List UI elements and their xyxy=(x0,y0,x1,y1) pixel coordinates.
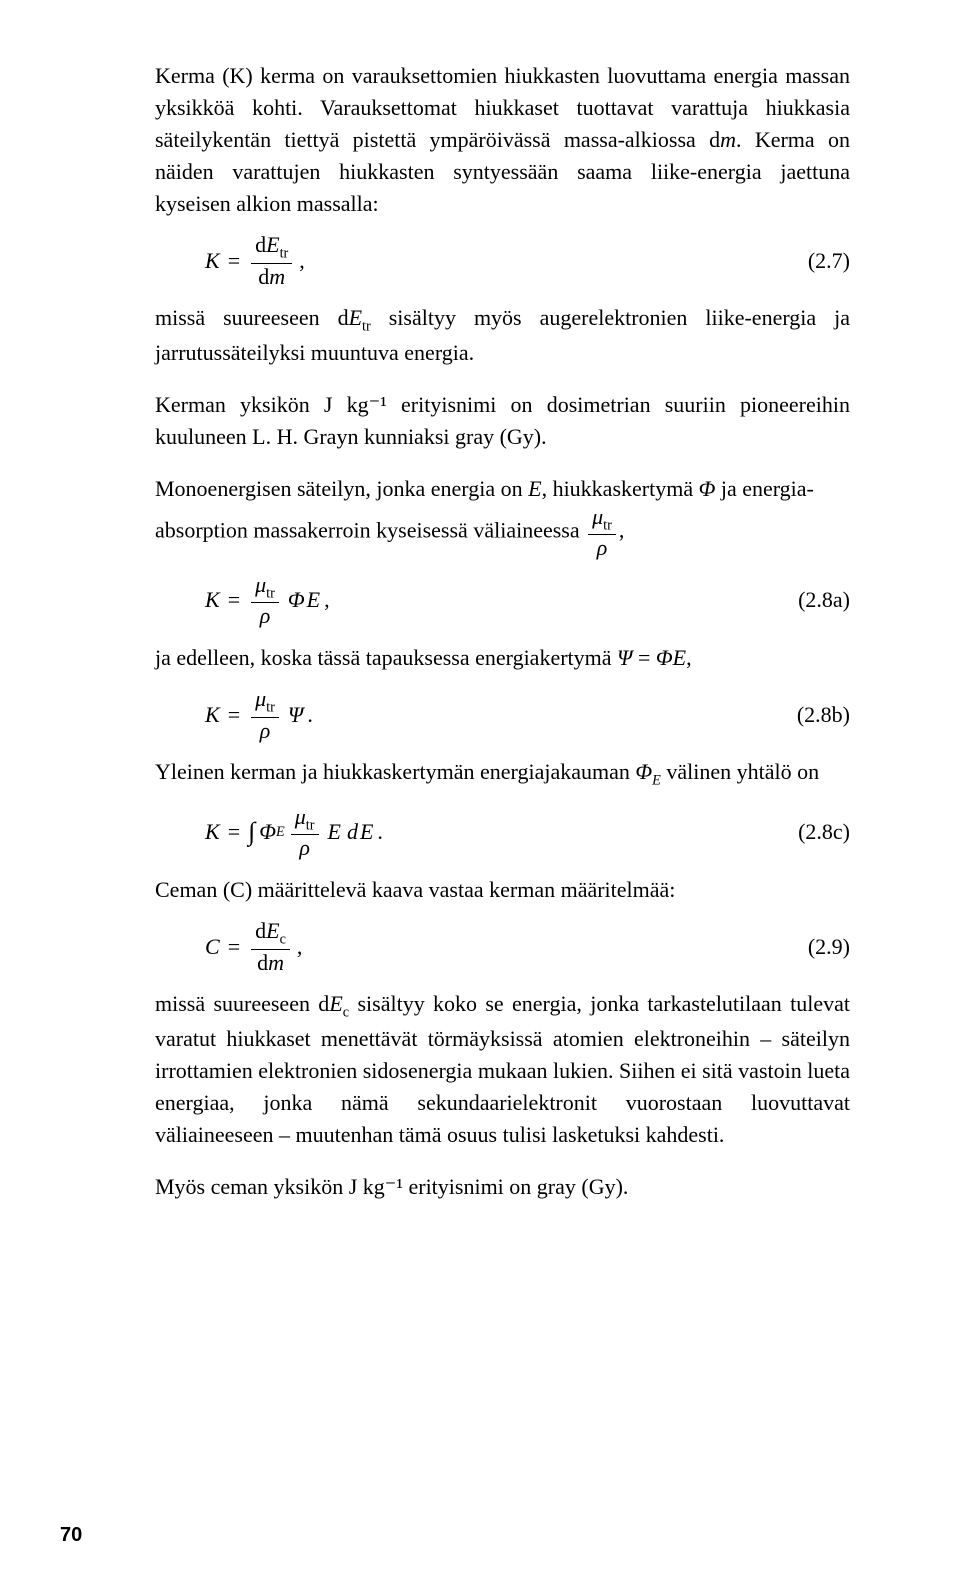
rho: ρ xyxy=(256,718,275,742)
para-yleinen: Yleinen kerman ja hiukkaskertymän energi… xyxy=(155,756,850,791)
eq-body: K = ∫ ΦE μtr ρ E d E . xyxy=(155,805,798,859)
Psi: Ψ xyxy=(617,645,632,670)
mu: μ xyxy=(592,504,603,529)
Phi: Φ xyxy=(699,476,716,501)
rho: ρ xyxy=(593,535,612,559)
eq: = xyxy=(633,645,656,670)
eq-label: (2.7) xyxy=(808,248,850,274)
Phi: Φ xyxy=(656,645,673,670)
E: E xyxy=(349,305,362,330)
eq: = xyxy=(228,587,240,613)
eq-label: (2.9) xyxy=(808,934,850,960)
eq-label: (2.8c) xyxy=(798,819,850,845)
d: d xyxy=(255,232,266,257)
text: Monoenergisen säteilyn, jonka energia on xyxy=(155,476,528,501)
rho: ρ xyxy=(256,603,275,627)
eq: = xyxy=(228,934,240,960)
E: E xyxy=(328,819,341,845)
page-number: 70 xyxy=(60,1524,82,1547)
d: d xyxy=(258,264,269,289)
lhs: K xyxy=(205,702,220,728)
para-dec: missä suureeseen dEc sisältyy koko se en… xyxy=(155,988,850,1151)
m: m xyxy=(269,264,285,289)
para-kerma-intro: Kerma (K) kerma on varauksettomien hiukk… xyxy=(155,60,850,219)
equation-2-9: C = dEc dm , (2.9) xyxy=(155,919,850,973)
lhs: K xyxy=(205,587,220,613)
comma: , xyxy=(324,587,330,613)
Psi: Ψ xyxy=(288,702,303,728)
d: d xyxy=(257,950,268,975)
E: E xyxy=(360,819,373,845)
text: ja edelleen, koska tässä tapauksessa ene… xyxy=(155,645,617,670)
E: E xyxy=(266,918,279,943)
sub: tr xyxy=(362,318,371,334)
E: E xyxy=(528,476,541,501)
frac: dEtr dm xyxy=(251,233,292,287)
d: d xyxy=(347,819,358,845)
eq: = xyxy=(228,819,240,845)
para-mono: Monoenergisen säteilyn, jonka energia on… xyxy=(155,473,850,559)
mu: μ xyxy=(255,572,266,597)
para-psi: ja edelleen, koska tässä tapauksessa ene… xyxy=(155,642,850,674)
Phi: Φ xyxy=(259,819,276,845)
frac: μtr ρ xyxy=(251,687,279,741)
frac: μtr ρ xyxy=(251,573,279,627)
text: Yleinen kerman ja hiukkaskertymän energi… xyxy=(155,759,635,784)
para-gray: Kerman yksikön J kg⁻¹ erityisnimi on dos… xyxy=(155,389,850,453)
equation-2-8c: K = ∫ ΦE μtr ρ E d E . (2.8c) xyxy=(155,805,850,859)
eq-body: C = dEc dm , xyxy=(155,919,808,973)
integral-sign: ∫ xyxy=(248,817,255,847)
sub: tr xyxy=(266,585,275,601)
inline-frac: μtr ρ xyxy=(588,505,616,559)
sub: tr xyxy=(266,700,275,716)
lhs: K xyxy=(205,819,220,845)
mu: μ xyxy=(295,804,306,829)
Phi: Φ xyxy=(288,587,305,613)
d: d xyxy=(255,918,266,943)
para-ceman: Ceman (C) määrittelevä kaava vastaa kerm… xyxy=(155,874,850,906)
sub: c xyxy=(280,932,286,948)
text: , hiukkaskertymä xyxy=(542,476,699,501)
eq: = xyxy=(228,248,240,274)
equation-2-7: K = dEtr dm , (2.7) xyxy=(155,233,850,287)
rho: ρ xyxy=(295,835,314,859)
frac: dEc dm xyxy=(251,919,290,973)
mu: μ xyxy=(255,686,266,711)
eq-body: K = μtr ρ Ψ . xyxy=(155,687,797,741)
comma: , xyxy=(299,248,305,274)
dot: . xyxy=(377,819,383,845)
para-detr: missä suureeseen dEtr sisältyy myös auge… xyxy=(155,302,850,369)
sub: tr xyxy=(280,246,289,262)
lhs: C xyxy=(205,934,220,960)
text: välinen yhtälö on xyxy=(661,759,819,784)
para-myos: Myös ceman yksikön J kg⁻¹ erityisnimi on… xyxy=(155,1171,850,1203)
comma: , xyxy=(686,645,692,670)
eq-label: (2.8a) xyxy=(798,587,850,613)
eq-label: (2.8b) xyxy=(797,702,850,728)
frac: μtr ρ xyxy=(291,805,319,859)
m: m xyxy=(268,950,284,975)
equation-2-8a: K = μtr ρ ΦE , (2.8a) xyxy=(155,573,850,627)
sub: E xyxy=(652,772,661,788)
sub: tr xyxy=(306,817,315,833)
sub: tr xyxy=(603,517,612,533)
Phi: Φ xyxy=(635,759,652,784)
text: missä suureeseen d xyxy=(155,305,349,330)
sub: E xyxy=(276,824,285,841)
eq-body: K = μtr ρ ΦE , xyxy=(155,573,798,627)
E: E xyxy=(307,587,320,613)
E: E xyxy=(329,991,342,1016)
eq-body: K = dEtr dm , xyxy=(155,233,808,287)
text: missä suureeseen d xyxy=(155,991,329,1016)
E: E xyxy=(266,232,279,257)
E: E xyxy=(673,645,686,670)
comma: , xyxy=(619,517,625,542)
equation-2-8b: K = μtr ρ Ψ . (2.8b) xyxy=(155,687,850,741)
dot: . xyxy=(307,702,313,728)
lhs: K xyxy=(205,248,220,274)
comma: , xyxy=(297,934,303,960)
eq: = xyxy=(228,702,240,728)
